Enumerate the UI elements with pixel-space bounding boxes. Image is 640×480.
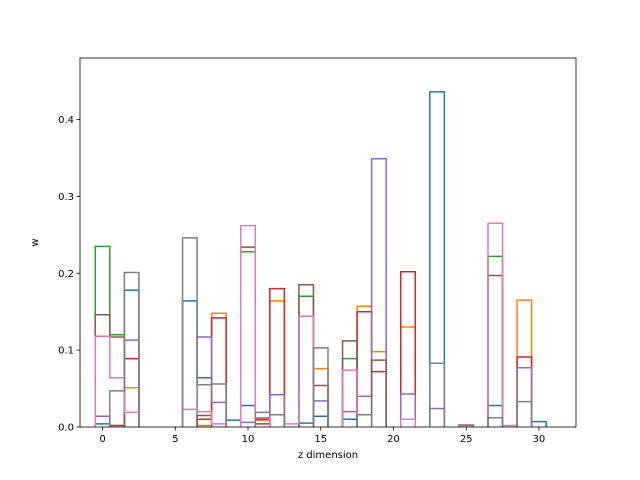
series-3-bar-run [399, 270, 417, 427]
x-axis-label: z dimension [298, 450, 358, 461]
y-tick-label: 0.3 [58, 192, 74, 203]
series-5-bar-run [370, 359, 387, 427]
series-7-bar-run [312, 347, 329, 427]
y-tick-label: 0.2 [58, 269, 74, 280]
series-7-bar-run [458, 424, 475, 427]
y-tick-label: 0.1 [58, 346, 74, 357]
x-tick-label: 5 [172, 434, 178, 445]
series-7-bar-run [429, 362, 446, 427]
series-7-bar-run [254, 411, 286, 427]
y-axis-label: w [30, 238, 41, 246]
series-4-bar-run [399, 393, 417, 427]
x-axis: 0 5 10 15 20 25 30 [99, 427, 545, 445]
plot-frame [79, 57, 577, 428]
series-7-bar-run [516, 400, 533, 427]
series-4-bar-run [516, 367, 533, 427]
series-layer [94, 91, 547, 427]
series-0-bar-run [429, 91, 446, 427]
series-4-bar-run [269, 393, 286, 427]
series-7 [109, 237, 533, 427]
series-7-bar-run [487, 417, 504, 427]
x-tick-label: 20 [387, 434, 400, 445]
x-tick-label: 10 [242, 434, 255, 445]
x-tick-label: 30 [533, 434, 546, 445]
series-6-bar-run [341, 369, 358, 427]
x-tick-label: 0 [99, 434, 105, 445]
series-7-bar-run [109, 271, 140, 427]
series-7-bar-run [181, 237, 227, 427]
series-6-bar-run [399, 418, 417, 427]
y-tick-label: 0.0 [58, 423, 74, 434]
x-tick-label: 15 [314, 434, 327, 445]
series-4-bar-run [341, 157, 387, 427]
series-7-bar-run [356, 413, 373, 427]
series-6-bar-run [94, 335, 140, 427]
series-6-bar-run [181, 408, 227, 427]
series-6-bar-run [239, 224, 271, 427]
x-tick-label: 25 [460, 434, 473, 445]
y-axis: 0.0 0.1 0.2 0.3 0.4 [58, 115, 80, 434]
y-tick-label: 0.4 [58, 115, 74, 126]
